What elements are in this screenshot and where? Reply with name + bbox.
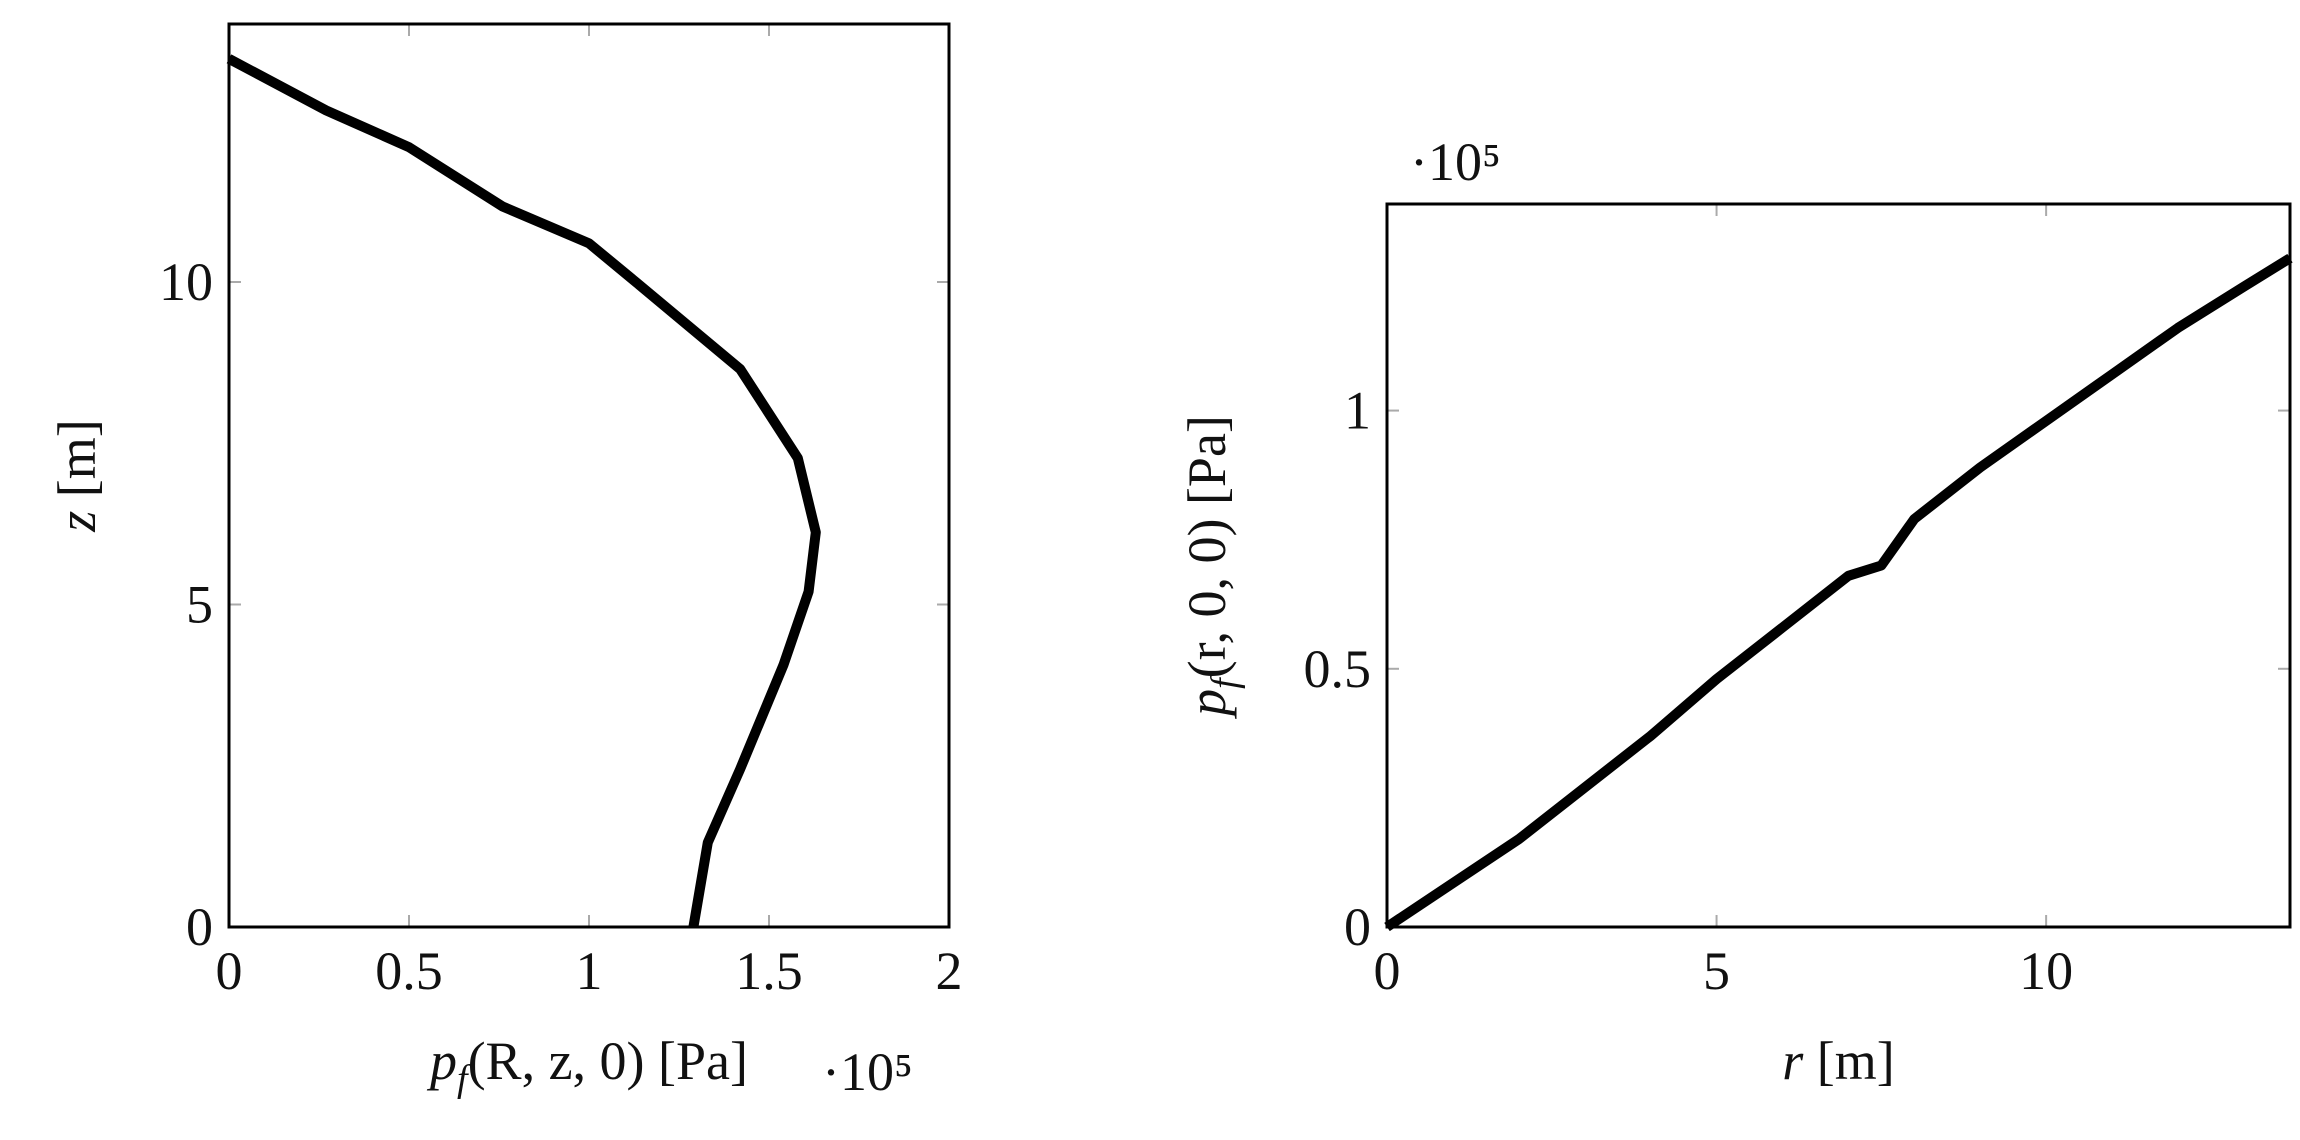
y-axis-label: z [m] bbox=[47, 419, 107, 532]
y-tick-label: 1 bbox=[1344, 381, 1371, 441]
label-part: z bbox=[47, 511, 107, 533]
label-part: (r, 0, 0) [Pa] bbox=[1177, 415, 1237, 678]
x-tick-label: 0 bbox=[1374, 941, 1401, 1001]
x-axis-label: pf(R, z, 0) [Pa] bbox=[426, 1031, 748, 1100]
plot-frame bbox=[1385, 202, 2292, 929]
y-tick-label: 0.5 bbox=[1304, 639, 1372, 699]
label-part: [m] bbox=[1803, 1031, 1894, 1091]
y-multiplier: ·10⁵ bbox=[1410, 132, 1501, 192]
label-part: [m] bbox=[47, 419, 107, 510]
x-tick-label: 1 bbox=[576, 941, 603, 1001]
x-tick-label: 1.5 bbox=[735, 941, 803, 1001]
plot-frame bbox=[227, 22, 951, 929]
label-part: p bbox=[1177, 689, 1237, 720]
label-part: p bbox=[426, 1031, 457, 1091]
y-axis-label: pf(r, 0, 0) [Pa] bbox=[1177, 415, 1246, 720]
x-tick-label: 0.5 bbox=[375, 941, 443, 1001]
curve bbox=[1384, 253, 2293, 932]
x-tick-label: 0 bbox=[216, 941, 243, 1001]
x-multiplier: ·10⁵ bbox=[822, 1042, 913, 1102]
curve bbox=[226, 54, 821, 928]
label-part: r bbox=[1782, 1031, 1804, 1091]
y-tick-label: 5 bbox=[186, 575, 213, 635]
x-tick-label: 10 bbox=[2019, 941, 2073, 1001]
label-part: (R, z, 0) [Pa] bbox=[468, 1031, 748, 1091]
y-tick-label: 0 bbox=[1344, 897, 1371, 957]
x-tick-label: 2 bbox=[936, 941, 963, 1001]
x-tick-label: 5 bbox=[1703, 941, 1730, 1001]
x-axis-label: r [m] bbox=[1782, 1031, 1894, 1091]
y-tick-label: 0 bbox=[186, 897, 213, 957]
y-tick-label: 10 bbox=[159, 252, 213, 312]
